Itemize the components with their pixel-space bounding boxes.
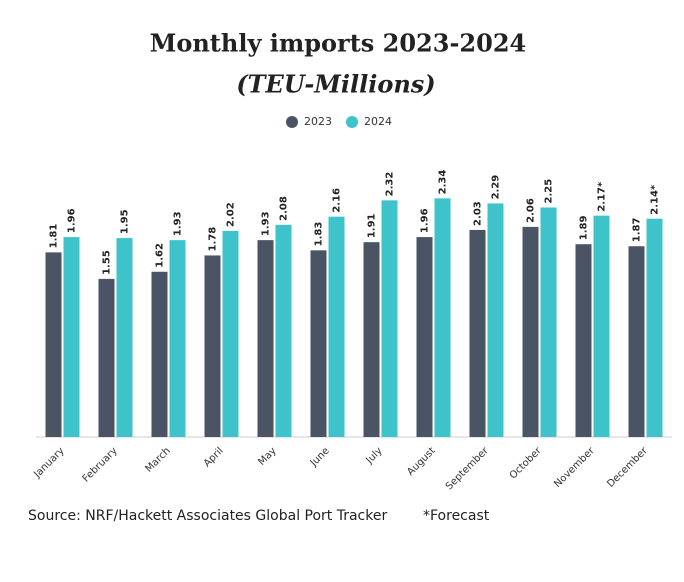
value-label: 2.02 — [226, 202, 237, 227]
bar — [275, 224, 292, 437]
legend-swatch — [286, 116, 298, 128]
legend-label: 2024 — [364, 115, 392, 128]
x-tick-label: October — [508, 445, 545, 482]
chart-subtitle: (TEU-Millions) — [236, 70, 435, 99]
bar — [257, 240, 274, 437]
value-label: 2.34 — [438, 170, 449, 195]
legend-label: 2023 — [304, 115, 332, 128]
bar — [381, 200, 398, 437]
x-tick-label: August — [405, 445, 438, 478]
value-label: 1.55 — [102, 250, 113, 275]
bar — [98, 278, 115, 437]
chart-title: Monthly imports 2023-2024 — [150, 29, 526, 58]
x-tick-label: April — [202, 445, 226, 469]
x-tick-label: June — [308, 445, 332, 469]
value-label: 2.16 — [332, 188, 343, 213]
bar — [222, 230, 239, 437]
bar — [469, 229, 486, 437]
bar — [45, 252, 62, 437]
bar — [646, 218, 663, 437]
value-label: 2.14* — [650, 184, 661, 215]
bar — [151, 271, 168, 437]
x-tick-label: September — [444, 445, 491, 492]
value-label: 1.89 — [579, 216, 590, 241]
bar — [116, 238, 133, 437]
value-label: 1.96 — [67, 208, 78, 233]
bar — [328, 216, 345, 437]
x-tick-label: February — [81, 445, 120, 484]
bar — [522, 226, 539, 437]
source: Source: NRF/Hackett Associates Global Po… — [28, 508, 387, 524]
bar — [363, 242, 380, 437]
bar — [63, 237, 80, 437]
bar — [169, 240, 186, 437]
bar — [204, 255, 221, 437]
bar — [575, 244, 592, 437]
value-label: 2.08 — [279, 196, 290, 221]
value-label: 1.93 — [173, 211, 184, 236]
bar — [628, 246, 645, 437]
value-label: 2.29 — [491, 175, 502, 200]
value-label: 1.96 — [420, 208, 431, 233]
value-label: 1.91 — [367, 213, 378, 238]
value-label: 1.87 — [632, 218, 643, 243]
value-label: 2.06 — [526, 198, 537, 223]
bar — [310, 250, 327, 437]
x-tick-label: May — [256, 445, 278, 467]
value-label: 1.78 — [208, 227, 219, 252]
bar — [487, 203, 504, 437]
value-label: 1.93 — [261, 211, 272, 236]
value-label: 2.25 — [544, 179, 555, 204]
bar — [416, 237, 433, 437]
value-label: 1.81 — [49, 224, 60, 249]
value-label: 2.03 — [473, 201, 484, 226]
x-tick-label: January — [31, 445, 66, 480]
x-tick-label: March — [143, 445, 172, 474]
legend-swatch — [346, 116, 358, 128]
value-label: 1.83 — [314, 222, 325, 247]
bar — [593, 215, 610, 437]
x-tick-label: November — [552, 445, 597, 490]
x-tick-label: December — [605, 445, 650, 490]
value-label: 2.32 — [385, 172, 396, 197]
bar — [540, 207, 557, 437]
note: *Forecast — [423, 508, 490, 524]
value-label: 2.17* — [597, 181, 608, 212]
bar — [434, 198, 451, 437]
x-tick-label: July — [364, 445, 385, 466]
value-label: 1.62 — [155, 243, 166, 268]
value-label: 1.95 — [120, 209, 131, 234]
